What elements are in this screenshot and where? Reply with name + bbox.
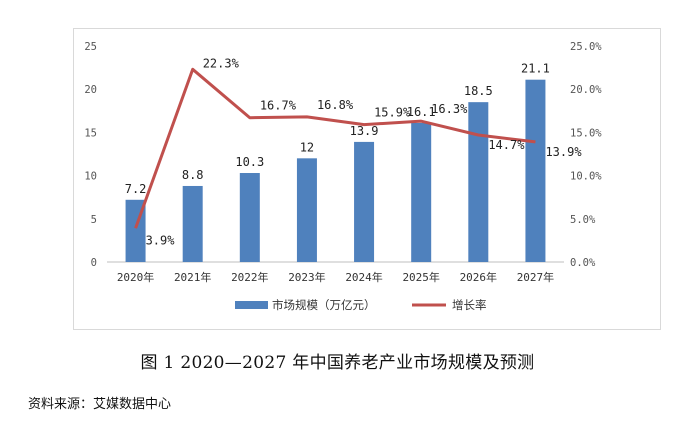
legend-label-bar: 市场规模（万亿元） [272, 298, 376, 312]
left-axis-tick-label: 5 [91, 214, 97, 226]
left-axis-tick-label: 20 [84, 84, 97, 96]
left-axis-tick-label: 10 [84, 171, 97, 183]
line-data-label: 15.9% [374, 106, 411, 120]
right-axis-tick-label: 5.0% [570, 214, 596, 226]
bar-data-label: 10.3 [235, 155, 264, 169]
line-data-label: 13.9% [545, 145, 582, 159]
x-axis-category-label: 2021年 [174, 270, 212, 284]
chart-area: 0 5 10 15 20 25 0.0% 5.0% 10.0% 15.0% 20.0% 25.0% 7.… [73, 28, 661, 330]
data-source-note: 资料来源：艾媒数据中心 [28, 397, 172, 412]
right-axis-tick-label: 0.0% [570, 257, 596, 269]
left-axis-tick-label: 15 [84, 127, 97, 139]
x-axis-category-label: 2025年 [402, 270, 440, 284]
line-data-label: 16.7% [260, 99, 297, 113]
right-axis-tick-label: 25.0% [570, 41, 602, 53]
x-axis-category-label: 2020年 [117, 270, 155, 284]
combo-chart: 0 5 10 15 20 25 0.0% 5.0% 10.0% 15.0% 20.0% 25.0% 7.… [84, 41, 602, 312]
line-growth-rate [134, 67, 536, 229]
x-axis-category-label: 2027年 [517, 270, 555, 284]
bar-data-label: 12 [300, 140, 314, 154]
line-data-label: 16.3% [431, 102, 468, 116]
bar-data-label: 21.1 [521, 62, 550, 76]
x-axis-category-label: 2024年 [345, 270, 383, 284]
right-axis-tick-label: 10.0% [570, 171, 602, 183]
right-axis-tick-label: 20.0% [570, 84, 602, 96]
line-data-label: 3.9% [146, 233, 176, 247]
bar-data-label: 16.1 [407, 105, 436, 119]
bar-data-label: 18.5 [464, 84, 493, 98]
bar-market-size [468, 102, 489, 262]
line-data-label: 14.7% [488, 138, 525, 152]
right-axis-tick-label: 15.0% [570, 127, 602, 139]
bar-market-size [182, 185, 203, 262]
x-axis-category-label: 2022年 [231, 270, 269, 284]
left-axis-tick-label: 25 [84, 41, 97, 53]
line-data-label: 16.8% [317, 98, 354, 112]
bar-data-label: 7.2 [125, 182, 147, 196]
legend-swatch-bar [235, 301, 268, 309]
bar-market-size [411, 122, 432, 262]
legend-label-line: 增长率 [452, 298, 487, 312]
bar-market-size [354, 141, 375, 262]
x-axis-category-label: 2023年 [288, 270, 326, 284]
bar-market-size [239, 173, 260, 262]
bar-market-size [525, 79, 546, 262]
bar-data-label: 8.8 [182, 168, 204, 182]
x-axis-category-label: 2026年 [460, 270, 498, 284]
bar-market-size [296, 158, 317, 262]
left-axis-tick-label: 0 [91, 257, 97, 269]
bar-data-label: 13.9 [350, 124, 379, 138]
line-data-label: 22.3% [203, 56, 240, 70]
figure-caption: 图 1 2020—2027 年中国养老产业市场规模及预测 [140, 353, 535, 373]
